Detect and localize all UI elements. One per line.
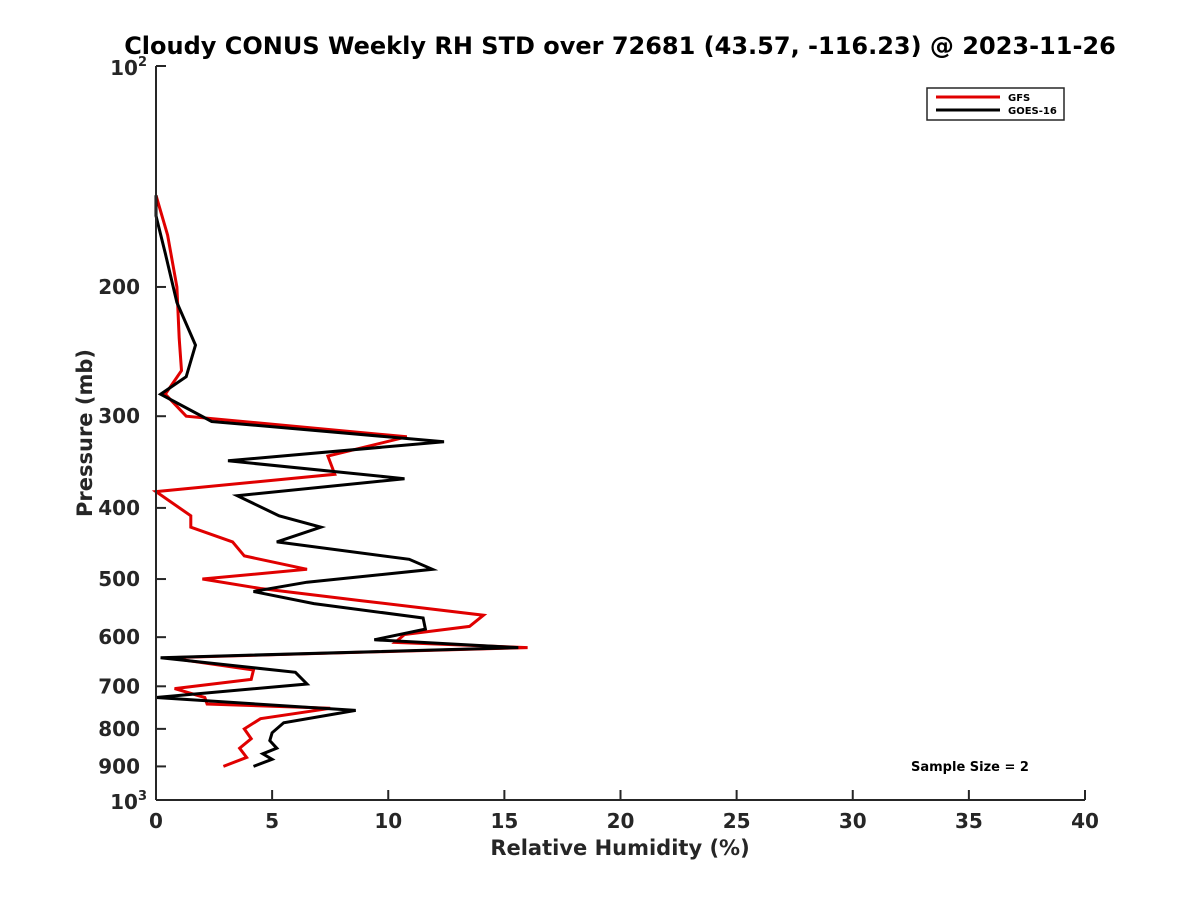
x-tick-label: 0 (149, 809, 163, 833)
x-tick-label: 10 (374, 809, 402, 833)
series-line-goes16 (154, 195, 519, 768)
x-axis-label: Relative Humidity (%) (490, 836, 749, 860)
y-tick-label: 500 (98, 567, 140, 591)
legend-label-gfs: GFS (1008, 93, 1030, 104)
y-tick-label: 800 (98, 717, 140, 741)
x-tick-label: 20 (607, 809, 635, 833)
y-tick-label-top: 102 (110, 55, 147, 80)
legend: GFS GOES-16 (926, 87, 1065, 121)
chart-title: Cloudy CONUS Weekly RH STD over 72681 (4… (124, 32, 1116, 60)
y-tick-label: 600 (98, 625, 140, 649)
x-tick-label: 5 (265, 809, 279, 833)
sample-size-annotation: Sample Size = 2 (911, 760, 1029, 775)
x-tick-label: 30 (839, 809, 867, 833)
y-tick-label: 200 (98, 275, 140, 299)
series-line-gfs (151, 194, 528, 768)
y-tick-label: 900 (98, 754, 140, 778)
y-axis: 200 300 400 500 600 700 800 900 102 103 (98, 55, 166, 814)
x-axis: 0 5 10 15 20 25 30 35 40 (149, 790, 1099, 833)
x-tick-label: 15 (490, 809, 518, 833)
y-axis-label: Pressure (mb) (73, 349, 97, 517)
y-tick-label: 400 (98, 496, 140, 520)
legend-label-goes16: GOES-16 (1008, 106, 1057, 117)
x-tick-label: 40 (1071, 809, 1099, 833)
y-tick-label: 700 (98, 674, 140, 698)
y-tick-label: 300 (98, 404, 140, 428)
x-tick-label: 25 (723, 809, 751, 833)
y-tick-label-bottom: 103 (110, 789, 147, 814)
plot-area (151, 194, 528, 768)
legend-box (926, 87, 1065, 121)
x-tick-label: 35 (955, 809, 983, 833)
